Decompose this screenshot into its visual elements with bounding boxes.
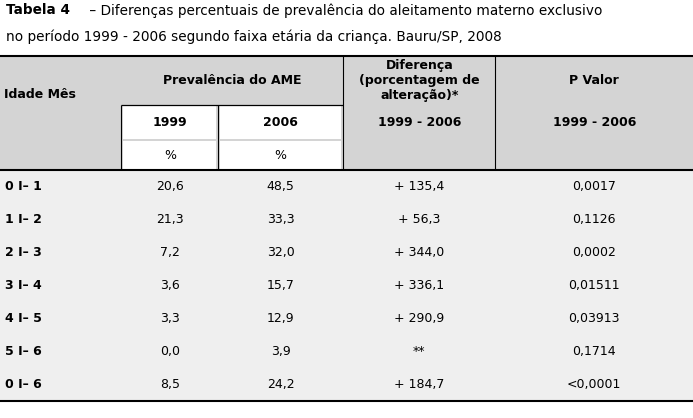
Text: 7,2: 7,2 [160,246,179,259]
Text: 32,0: 32,0 [267,246,295,259]
Text: Diferença
(porcentagem de
alteração)*: Diferença (porcentagem de alteração)* [359,59,480,102]
Text: 0,1714: 0,1714 [572,345,616,358]
Text: 33,3: 33,3 [267,213,295,226]
Bar [123,106,216,139]
Text: + 135,4: + 135,4 [394,180,444,193]
Text: 8,5: 8,5 [160,378,179,391]
Text: 4 I– 5: 4 I– 5 [5,312,42,325]
Text: 2006: 2006 [263,116,298,129]
Text: 3,6: 3,6 [160,279,179,292]
Bar [0,170,693,203]
Bar [0,203,693,236]
Bar [0,335,693,368]
Text: Tabela 4: Tabela 4 [6,3,69,17]
Text: 0 I– 6: 0 I– 6 [5,378,42,391]
Text: 0,0017: 0,0017 [572,180,616,193]
Text: %: % [164,148,176,162]
Text: 1 I– 2: 1 I– 2 [5,213,42,226]
Text: – Diferenças percentuais de prevalência do aleitamento materno exclusivo: – Diferenças percentuais de prevalência … [85,3,603,18]
Text: 2 I– 3: 2 I– 3 [5,246,42,259]
Text: 15,7: 15,7 [267,279,295,292]
Text: 1999: 1999 [152,116,187,129]
Text: 5 I– 6: 5 I– 6 [5,345,42,358]
Bar [220,141,341,169]
Text: 20,6: 20,6 [156,180,184,193]
Bar [0,56,693,401]
Bar [123,141,216,169]
Text: 0,03913: 0,03913 [568,312,620,325]
Text: 24,2: 24,2 [267,378,295,391]
Text: + 344,0: + 344,0 [394,246,444,259]
Text: 0,01511: 0,01511 [568,279,620,292]
Text: + 184,7: + 184,7 [394,378,444,391]
Text: 3 I– 4: 3 I– 4 [5,279,42,292]
Text: Idade Mês: Idade Mês [4,88,76,101]
Text: + 56,3: + 56,3 [398,213,441,226]
Text: 1999 - 2006: 1999 - 2006 [552,116,636,129]
Text: **: ** [413,345,426,358]
Text: 12,9: 12,9 [267,312,295,325]
Text: 0,0: 0,0 [160,345,179,358]
Bar [220,106,341,139]
Text: + 290,9: + 290,9 [394,312,444,325]
Text: 1999 - 2006: 1999 - 2006 [378,116,461,129]
Text: P Valor: P Valor [570,74,619,87]
Bar [0,302,693,335]
Text: <0,0001: <0,0001 [567,378,622,391]
Text: 0 I– 1: 0 I– 1 [5,180,42,193]
Bar [0,269,693,302]
Bar [0,368,693,401]
Bar [0,236,693,269]
Text: no período 1999 - 2006 segundo faixa etária da criança. Bauru/SP, 2008: no período 1999 - 2006 segundo faixa etá… [6,29,501,44]
Text: 3,3: 3,3 [160,312,179,325]
Text: 48,5: 48,5 [267,180,295,193]
Text: 0,0002: 0,0002 [572,246,616,259]
Text: 0,1126: 0,1126 [572,213,616,226]
Text: %: % [274,148,287,162]
Text: 21,3: 21,3 [156,213,184,226]
Text: 3,9: 3,9 [271,345,290,358]
Text: + 336,1: + 336,1 [394,279,444,292]
Text: Prevalência do AME: Prevalência do AME [163,74,301,87]
